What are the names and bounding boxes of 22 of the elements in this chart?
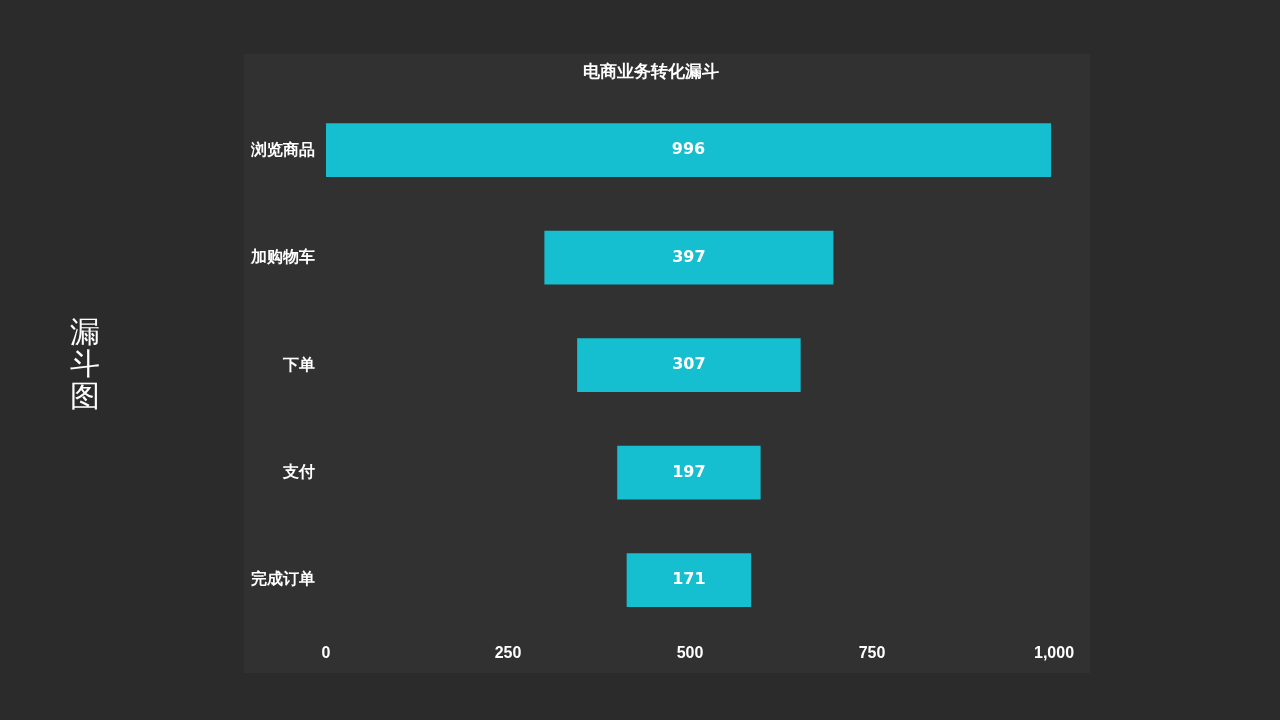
data-label: 397	[672, 246, 706, 266]
data-label: 996	[671, 139, 706, 159]
y-tick-label: 完成订单	[251, 569, 315, 588]
chart-title: 电商业务转化漏斗	[583, 61, 719, 81]
x-tick-label: 750	[858, 643, 886, 661]
bar	[544, 230, 834, 285]
bar	[626, 553, 752, 607]
y-tick-label: 浏览商品	[250, 140, 315, 158]
bar	[577, 338, 801, 392]
data-label: 171	[672, 569, 706, 589]
x-tick-label: 0	[321, 643, 331, 661]
x-tick-label: 1,000	[1033, 643, 1075, 661]
x-tick-label: 500	[676, 643, 704, 661]
data-label: 197	[672, 461, 706, 481]
y-tick-label: 加购物车	[250, 248, 315, 266]
bar	[617, 445, 761, 500]
bar	[326, 123, 1052, 178]
y-tick-label: 支付	[282, 462, 315, 480]
y-tick-label: 下单	[282, 355, 315, 373]
data-label: 307	[672, 354, 706, 374]
text: 漏斗图	[69, 314, 101, 413]
x-tick-label: 250	[494, 643, 522, 661]
